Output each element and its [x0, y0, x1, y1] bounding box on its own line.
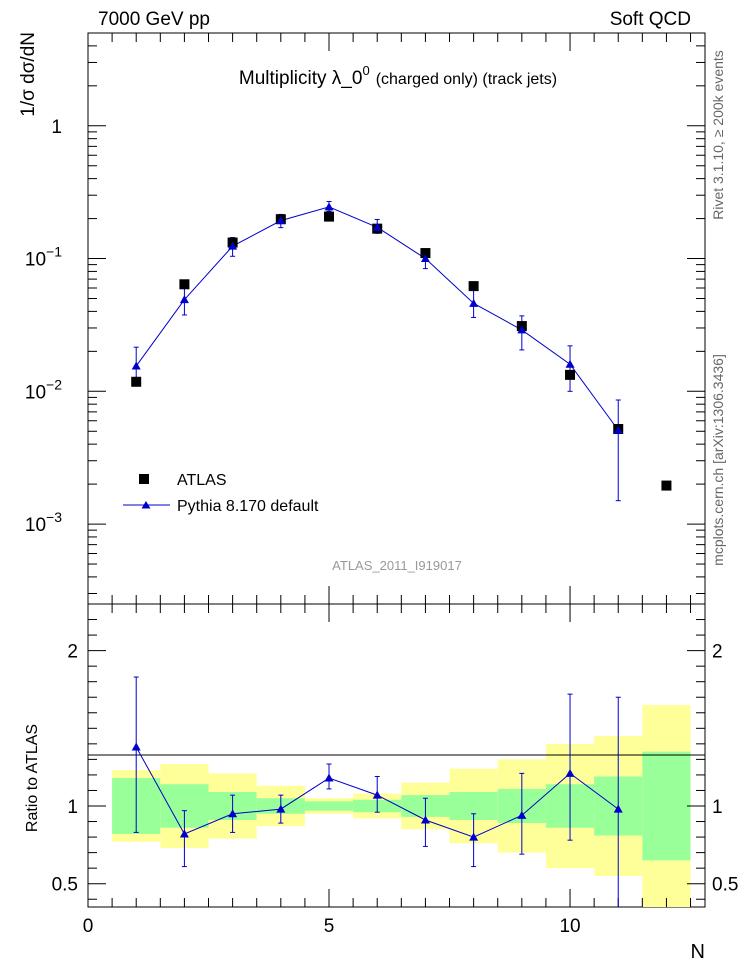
atlas-point	[131, 376, 142, 387]
legend-pythia-marker	[141, 501, 151, 509]
ratio-point	[420, 815, 430, 824]
y-axis-label: 1/σ dσ/dN	[18, 32, 39, 117]
atlas-point	[324, 211, 335, 222]
atlas-point	[468, 281, 479, 292]
chart-title: Multiplicity λ_00 (charged only) (track j…	[239, 63, 557, 89]
ratio-point	[179, 829, 189, 838]
y-tick-base: 1	[51, 117, 62, 138]
x-tick-label: 10	[559, 916, 580, 937]
pythia-point	[179, 295, 189, 304]
pythia-point	[372, 222, 382, 231]
main-axis-ticks: 10−310−210−11	[25, 32, 705, 604]
y-tick-base: 10	[25, 515, 46, 536]
x-tick-label: 5	[324, 916, 335, 937]
chart-title-sup: 0	[362, 63, 369, 78]
atlas-point	[420, 248, 431, 259]
ratio-point	[469, 832, 479, 841]
main-panel-frame	[87, 32, 706, 605]
ratio-y-tick-label: 0.5	[52, 875, 78, 896]
ratio-y-tick-label: 0.5	[712, 875, 738, 896]
atlas-point	[179, 279, 190, 290]
y-tick-label: 10−1	[25, 244, 62, 271]
pythia-point	[131, 361, 141, 370]
ratio-series	[131, 676, 623, 907]
ratio-point	[517, 810, 527, 819]
ratio-y-tick-label: 2	[67, 642, 78, 663]
main-series	[131, 200, 672, 502]
header-right: Soft QCD	[610, 9, 691, 30]
pythia-point	[276, 216, 286, 225]
ratio-point	[276, 804, 286, 813]
y-tick-base: 10	[25, 250, 46, 271]
chart-title-tail: (charged only) (track jets)	[376, 71, 557, 88]
ratio-point	[131, 742, 141, 751]
header-left: 7000 GeV pp	[98, 9, 210, 30]
y-tick-exp: −2	[46, 376, 62, 392]
pythia-point	[228, 241, 238, 250]
pythia-point	[517, 325, 527, 334]
legend-atlas-label: ATLAS	[177, 472, 227, 489]
ratio-point	[324, 773, 334, 782]
pythia-point	[565, 359, 575, 368]
ratio-point	[565, 768, 575, 777]
atlas-point	[661, 480, 672, 491]
ratio-bands	[112, 705, 691, 907]
y-tick-base: 10	[25, 382, 46, 403]
y-tick-label: 10−3	[25, 509, 62, 536]
atlas-point	[565, 369, 576, 380]
ratio-y-axis-label: Ratio to ATLAS	[24, 724, 41, 832]
y-tick-label: 10−2	[25, 376, 62, 403]
legend-atlas-marker	[139, 474, 149, 484]
ratio-point	[228, 809, 238, 818]
y-tick-label: 1	[51, 117, 62, 138]
ratio-y-tick-label: 2	[712, 642, 723, 663]
pythia-point	[469, 298, 479, 307]
ratio-band-inner	[642, 751, 691, 861]
y-tick-exp: −1	[46, 244, 62, 260]
chart-title-main: Multiplicity λ_0	[239, 68, 363, 89]
mcplots-note: mcplots.cern.ch [arXiv:1306.3436]	[710, 354, 726, 566]
pythia-point	[324, 202, 334, 211]
pythia-point	[420, 254, 430, 263]
ratio-point	[372, 790, 382, 799]
rivet-note: Rivet 3.1.10, ≥ 200k events	[710, 50, 726, 220]
legend: ATLAS Pythia 8.170 default	[123, 472, 319, 515]
x-axis-label: N	[691, 941, 705, 963]
legend-pythia-label: Pythia 8.170 default	[177, 498, 319, 515]
pythia-point	[613, 425, 623, 434]
x-tick-label: 0	[83, 916, 94, 937]
pythia-line	[135, 206, 619, 431]
ratio-point	[613, 804, 623, 813]
analysis-watermark: ATLAS_2011_I919017	[332, 558, 462, 573]
ratio-y-tick-label: 1	[712, 797, 723, 818]
ratio-y-tick-label: 1	[67, 797, 78, 818]
y-tick-exp: −3	[46, 509, 62, 525]
ratio-band-inner	[304, 801, 354, 811]
ratio-axis-ticks: 0.5 0.5 1 1 2 2 0 5 10	[52, 604, 738, 937]
